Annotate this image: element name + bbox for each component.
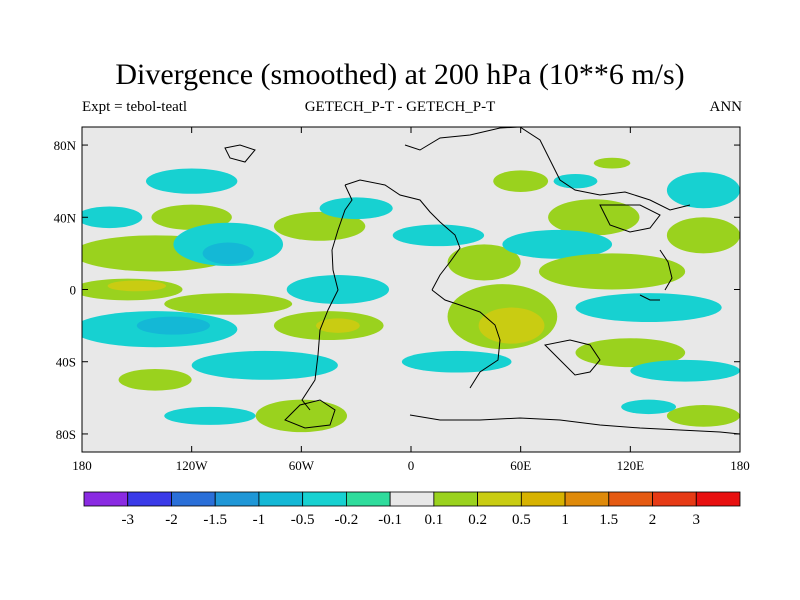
field-region-8 <box>107 280 167 292</box>
colorbar-swatch <box>608 491 653 507</box>
field-region-17 <box>255 399 348 433</box>
field-region-36 <box>593 157 631 169</box>
colorbar-swatch <box>214 491 260 507</box>
field-region-27 <box>575 293 722 322</box>
x-axis: 180 120W 60W 0 60E 120E 180 <box>72 127 750 473</box>
y-tick-label: 40N <box>54 210 77 225</box>
field-region-23 <box>401 350 512 373</box>
field-region-1 <box>82 206 143 229</box>
colorbar-label: -1.5 <box>203 512 227 528</box>
field-region-32 <box>666 405 740 427</box>
colorbar-swatch <box>389 491 435 507</box>
field-region-34 <box>493 170 549 193</box>
x-tick-label: 180 <box>72 458 92 473</box>
colorbar-label: 0.5 <box>512 512 531 528</box>
field-region-28 <box>575 338 686 368</box>
x-tick-label: 180 <box>730 458 750 473</box>
x-tick-label: 60W <box>289 458 315 473</box>
colorbar-swatch <box>695 491 741 507</box>
field-region-33 <box>621 399 677 415</box>
field-region-25 <box>502 229 613 259</box>
colorbar-swatch <box>433 491 479 507</box>
colorbar-swatch <box>652 491 697 507</box>
colorbar-label: -0.1 <box>378 512 402 528</box>
colorbar-label: 2 <box>649 512 657 528</box>
field-region-20 <box>392 224 485 247</box>
colorbar-label: -3 <box>121 512 134 528</box>
coastline-greenland <box>224 144 256 163</box>
colorbar-swatch <box>564 491 610 507</box>
field-region-26 <box>538 253 686 290</box>
coastline-eurasia <box>404 127 691 211</box>
field-region-10 <box>136 316 210 335</box>
colorbar: -3 -2 -1.5 -1 -0.5 -0.2 -0.1 0.1 0.2 0.5 1 1.5 2 3 <box>83 491 741 528</box>
x-tick-label: 60E <box>510 458 531 473</box>
colorbar-label: 3 <box>693 512 701 528</box>
colorbar-label: 0.1 <box>424 512 443 528</box>
experiment-label: Expt = tebol-teatl <box>82 99 188 115</box>
field-region-22 <box>478 307 545 344</box>
x-tick-label: 0 <box>408 458 415 473</box>
field-region-4 <box>202 242 254 265</box>
x-tick-label: 120E <box>617 458 645 473</box>
colorbar-swatch <box>127 491 172 507</box>
colorbar-swatch <box>477 491 522 507</box>
colorbar-label: -0.2 <box>335 512 359 528</box>
colorbar-label: 1.5 <box>599 512 618 528</box>
coastline-antarctic-shelf <box>409 414 740 435</box>
colorbar-swatch <box>83 491 129 507</box>
season-label: ANN <box>709 99 743 115</box>
field-region-11 <box>164 293 293 315</box>
coastline-islands <box>639 249 673 301</box>
colorbar-swatch <box>258 491 304 507</box>
coastline-north-america <box>344 179 461 291</box>
field-region-35 <box>553 173 598 189</box>
coastline-africa <box>431 289 501 389</box>
field-region-19 <box>447 244 521 281</box>
field-region-31 <box>666 172 740 209</box>
field-region-30 <box>666 217 740 254</box>
field-region-15 <box>191 350 338 380</box>
field-region-14 <box>315 318 360 333</box>
chart-title: Divergence (smoothed) at 200 hPa (10**6 … <box>115 58 685 91</box>
y-tick-label: 40S <box>56 355 76 370</box>
field-region-37 <box>145 168 238 194</box>
colorbar-swatch <box>345 491 391 507</box>
x-tick-label: 120W <box>176 458 209 473</box>
coastline-australia <box>543 339 601 376</box>
colorbar-label: 1 <box>561 512 569 528</box>
colorbar-label: -2 <box>165 512 178 528</box>
colorbar-label: -1 <box>253 512 266 528</box>
field-region-5 <box>273 211 366 241</box>
coastline-south-america <box>301 184 353 411</box>
coastlines <box>224 127 740 435</box>
field-region-6 <box>319 197 393 220</box>
colorbar-swatch <box>302 491 347 507</box>
dataset-label: GETECH_P-T - GETECH_P-T <box>304 99 496 115</box>
field-region-29 <box>630 359 740 382</box>
colorbar-swatch <box>171 491 216 507</box>
field-region-18 <box>164 406 256 425</box>
colorbar-swatch <box>520 491 566 507</box>
field-region-24 <box>548 199 640 236</box>
colorbar-label: 0.2 <box>468 512 487 528</box>
colorbar-label: -0.5 <box>291 512 315 528</box>
coastline-asia-east <box>599 204 661 233</box>
coastline-antarctica <box>284 399 336 429</box>
field-region-2 <box>151 204 232 230</box>
divergence-field <box>82 157 740 433</box>
y-axis: 80N 40N 0 40S 80S <box>54 138 740 442</box>
field-region-16 <box>118 368 192 391</box>
y-tick-label: 0 <box>70 283 77 298</box>
y-tick-label: 80N <box>54 138 77 153</box>
y-tick-label: 80S <box>56 427 76 442</box>
